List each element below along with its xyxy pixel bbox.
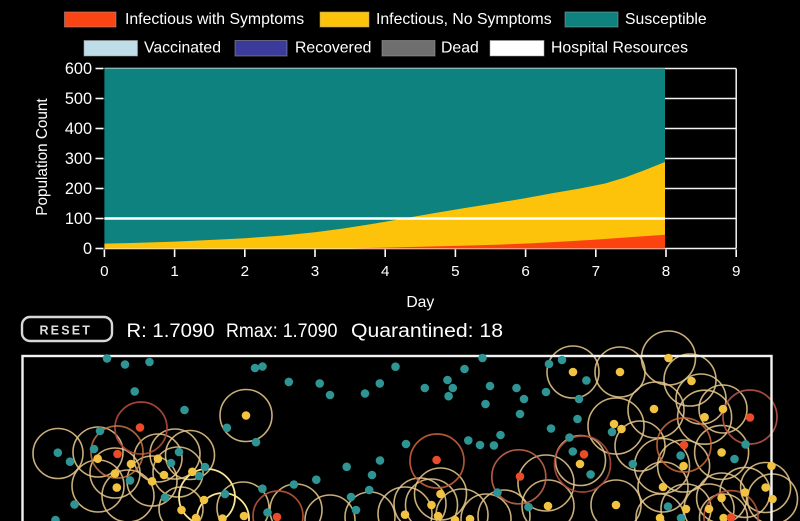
svg-text:Quarantined: 18: Quarantined: 18 [351, 321, 503, 342]
svg-text:2: 2 [241, 263, 249, 280]
svg-text:Recovered: Recovered [295, 40, 371, 57]
svg-text:600: 600 [65, 60, 92, 78]
svg-text:100: 100 [65, 210, 92, 228]
svg-text:4: 4 [381, 263, 389, 280]
svg-text:Infectious with Symptoms: Infectious with Symptoms [125, 11, 304, 28]
svg-text:R: 1.7090: R: 1.7090 [127, 321, 215, 342]
svg-text:Infectious, No Symptoms: Infectious, No Symptoms [376, 11, 552, 28]
svg-text:0: 0 [83, 240, 92, 258]
svg-text:Susceptible: Susceptible [625, 11, 707, 28]
svg-text:8: 8 [662, 263, 670, 280]
svg-text:6: 6 [521, 263, 529, 280]
svg-text:Day: Day [406, 294, 434, 311]
svg-text:300: 300 [65, 150, 92, 168]
svg-text:Dead: Dead [441, 40, 479, 57]
svg-text:3: 3 [311, 263, 319, 280]
svg-text:Vaccinated: Vaccinated [144, 40, 221, 57]
svg-text:Rmax: 1.7090: Rmax: 1.7090 [226, 321, 338, 342]
svg-text:Population Count: Population Count [34, 98, 51, 216]
svg-text:7: 7 [592, 263, 600, 280]
svg-text:400: 400 [65, 120, 92, 138]
svg-text:9: 9 [732, 263, 740, 280]
svg-text:0: 0 [100, 263, 108, 280]
svg-text:5: 5 [451, 263, 459, 280]
svg-text:1: 1 [170, 263, 178, 280]
svg-text:RESET: RESET [39, 324, 92, 338]
svg-text:Hospital Resources: Hospital Resources [551, 40, 688, 57]
svg-text:500: 500 [65, 90, 92, 108]
svg-text:200: 200 [65, 180, 92, 198]
